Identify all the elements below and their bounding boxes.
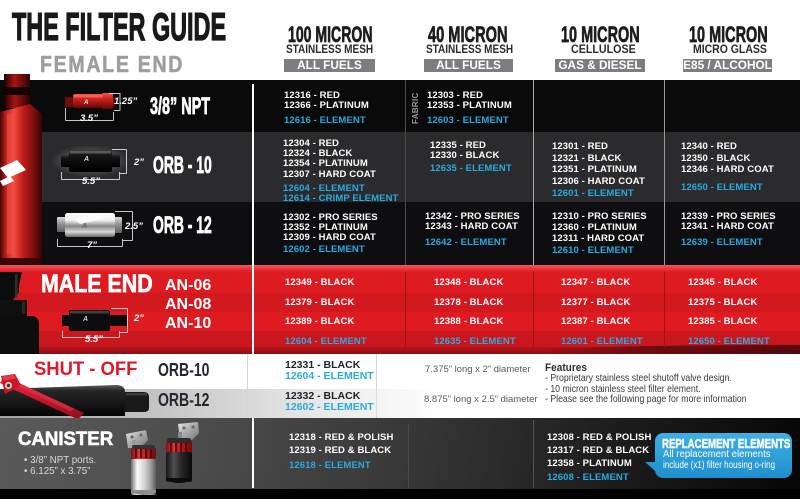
- svg-text:A: A: [81, 223, 87, 230]
- svg-text:A: A: [82, 316, 88, 323]
- svg-text:A: A: [83, 100, 88, 106]
- svg-text:A: A: [83, 156, 89, 163]
